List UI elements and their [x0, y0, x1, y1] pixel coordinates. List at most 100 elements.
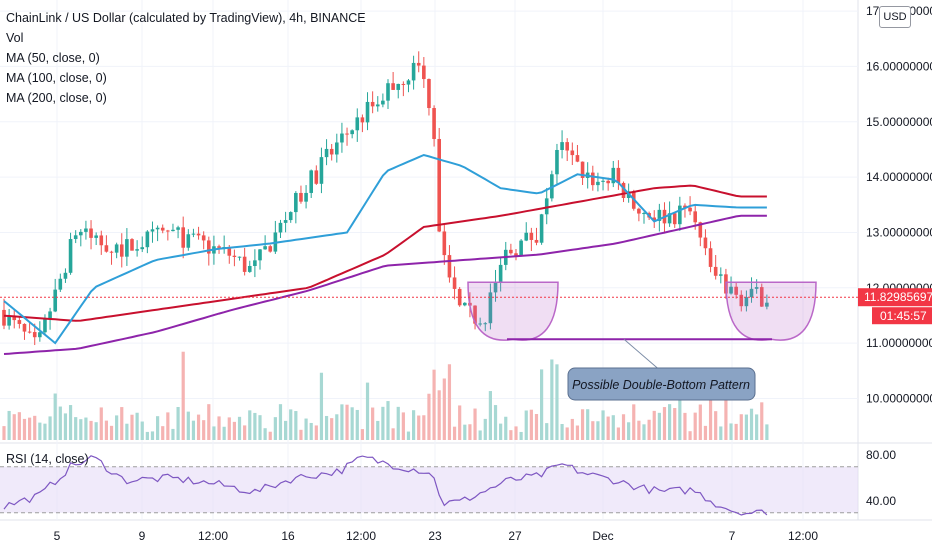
candle-body [181, 227, 185, 248]
volume-bar [662, 407, 667, 440]
volume-bar [186, 411, 190, 440]
candle-body [693, 211, 697, 223]
volume-bar [17, 412, 21, 440]
volume-bar [432, 369, 436, 440]
candle-body [283, 220, 288, 223]
candle-body [150, 229, 155, 232]
volume-bar [181, 351, 185, 440]
volume-bar [739, 414, 743, 440]
candle-body [314, 170, 319, 184]
candles-group [2, 51, 769, 346]
candle-body [524, 232, 529, 241]
volume-bar [150, 431, 155, 440]
candle-body [457, 288, 462, 306]
volume-bar [330, 418, 334, 440]
volume-bar [314, 425, 318, 440]
volume-bar [493, 405, 498, 440]
volume-bar [345, 404, 349, 440]
candle-body [754, 287, 759, 289]
candle-body [355, 117, 360, 131]
time-tick-label: 9 [139, 529, 146, 543]
candle-body [258, 249, 262, 261]
volume-bar [263, 428, 267, 440]
price-tick-label: 11.00000000 [866, 336, 932, 350]
candle-body [125, 239, 129, 257]
volume-bar [355, 409, 359, 440]
volume-bar [447, 364, 452, 440]
ma50-line [3, 153, 767, 345]
volume-bar [565, 427, 569, 440]
volume-bar [442, 378, 446, 440]
volume-bar [217, 416, 221, 440]
volume-bar [365, 382, 370, 440]
legend-ma50[interactable]: MA (50, close, 0) [6, 51, 100, 65]
candle-body [427, 79, 431, 109]
candle-body [94, 235, 98, 238]
volume-bar [627, 422, 631, 440]
candle-body [616, 167, 621, 183]
candle-body [591, 172, 595, 186]
volume-bar [703, 425, 708, 440]
volume-bar [534, 414, 539, 440]
candle-body [89, 228, 93, 238]
candle-body [601, 180, 605, 182]
candle-body [304, 192, 308, 202]
candle-body [370, 101, 375, 107]
volume-bar [68, 405, 73, 440]
volume-bar [140, 421, 144, 440]
candle-body [22, 323, 27, 332]
volume-bar [652, 410, 656, 440]
legend-vol[interactable]: Vol [6, 31, 24, 45]
candle-body [703, 237, 708, 249]
legend-ma200[interactable]: MA (200, close, 0) [6, 91, 107, 105]
volume-bar [519, 431, 523, 440]
volume-bar [668, 404, 672, 440]
countdown-badge-value: 01:45:57 [880, 309, 927, 323]
candle-body [227, 247, 232, 256]
candle-body [171, 229, 175, 232]
candle-body [498, 264, 503, 282]
volume-bar [109, 425, 114, 440]
volume-bar [724, 399, 728, 440]
volume-bar [376, 420, 380, 440]
candle-body [58, 278, 63, 290]
volume-bar [299, 429, 303, 440]
candle-body [140, 247, 145, 250]
candle-body [422, 65, 426, 80]
volume-bar [744, 414, 748, 440]
annotation-connector [623, 338, 663, 373]
candle-body [38, 332, 42, 338]
volume-bar [529, 409, 533, 440]
volume-bar [586, 409, 590, 440]
volume-bar [74, 417, 78, 440]
legend-symbol-title[interactable]: ChainLink / US Dollar (calculated by Tra… [6, 11, 366, 25]
volume-bar [765, 424, 769, 440]
volume-bar [130, 414, 134, 440]
legend-ma100[interactable]: MA (100, close, 0) [6, 71, 107, 85]
price-tick-label: 13.00000000 [866, 225, 932, 239]
volume-bar [232, 421, 236, 440]
candle-body [570, 150, 575, 156]
candle-body [391, 83, 395, 90]
volume-bar [176, 406, 180, 440]
candle-body [432, 108, 436, 139]
volume-bar [120, 407, 124, 440]
candle-body [744, 297, 749, 307]
price-tick-label: 15.00000000 [866, 115, 932, 129]
candle-body [437, 138, 441, 232]
volume-bar [191, 420, 196, 440]
candle-body [84, 228, 88, 232]
candle-body [53, 289, 57, 312]
currency-button[interactable]: USD [879, 6, 911, 28]
volume-bar [166, 412, 170, 440]
candle-body [217, 246, 221, 248]
volume-bar [125, 423, 129, 440]
candle-body [493, 281, 498, 293]
annotation-text: Possible Double-Bottom Pattern [572, 378, 750, 392]
candle-body [263, 246, 267, 250]
volume-bar [391, 428, 395, 440]
candle-body [657, 209, 662, 221]
volume-bar [340, 404, 344, 440]
volume-bar [591, 421, 595, 440]
